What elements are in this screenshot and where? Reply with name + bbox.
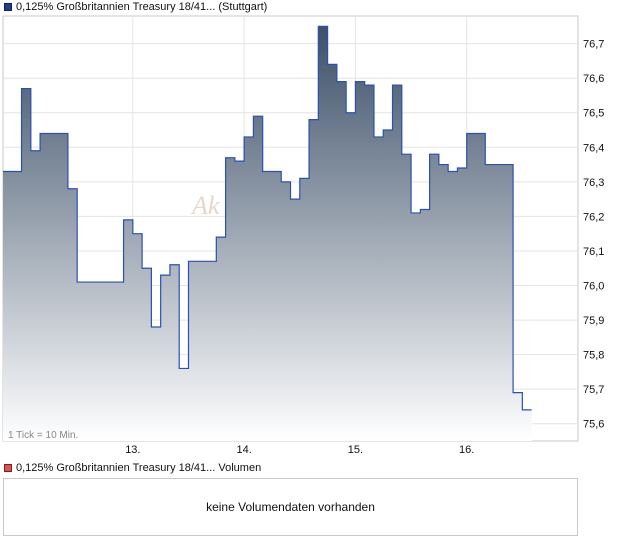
x-tick-label: 13. — [125, 444, 140, 456]
x-tick-label: 14. — [236, 444, 251, 456]
y-tick-label: 76,1 — [583, 246, 604, 258]
watermark: Ak — [190, 191, 220, 220]
y-tick-label: 75,7 — [583, 384, 604, 396]
volume-legend-label: 0,125% Großbritannien Treasury 18/41... … — [16, 462, 262, 474]
price-area — [3, 26, 532, 442]
y-axis: 75,6 75,7 75,8 75,9 76,0 76,1 76,2 76,3 76,4 76,5… — [583, 39, 604, 431]
price-line — [3, 25, 532, 411]
y-tick-label: 76,5 — [583, 108, 604, 120]
x-axis: 13. 14. 15. 16. — [125, 444, 474, 456]
x-tick-label: 15. — [348, 444, 363, 456]
price-legend-swatch — [4, 3, 12, 11]
y-tick-label: 75,6 — [583, 419, 604, 431]
price-legend-label: 0,125% Großbritannien Treasury 18/41... … — [16, 1, 268, 13]
y-tick-label: 76,3 — [583, 177, 604, 189]
tick-interval-note: 1 Tick = 10 Min. — [8, 430, 78, 441]
price-legend: 0,125% Großbritannien Treasury 18/41... … — [4, 0, 267, 14]
y-tick-label: 75,9 — [583, 315, 604, 327]
y-tick-label: 75,8 — [583, 350, 604, 362]
y-tick-label: 76,6 — [583, 73, 604, 85]
no-volume-message: keine Volumendaten vorhanden — [206, 500, 375, 514]
volume-legend: 0,125% Großbritannien Treasury 18/41... … — [4, 461, 261, 475]
y-tick-label: 76,7 — [583, 39, 604, 51]
volume-legend-swatch — [4, 464, 12, 472]
y-tick-label: 76,0 — [583, 281, 604, 293]
volume-panel: keine Volumendaten vorhanden — [3, 478, 578, 536]
x-tick-label: 16. — [459, 444, 474, 456]
y-tick-label: 76,4 — [583, 142, 604, 154]
y-tick-label: 76,2 — [583, 211, 604, 223]
price-chart: Ak 75,675,775,875,976,076,176,276,376,47… — [2, 15, 604, 456]
